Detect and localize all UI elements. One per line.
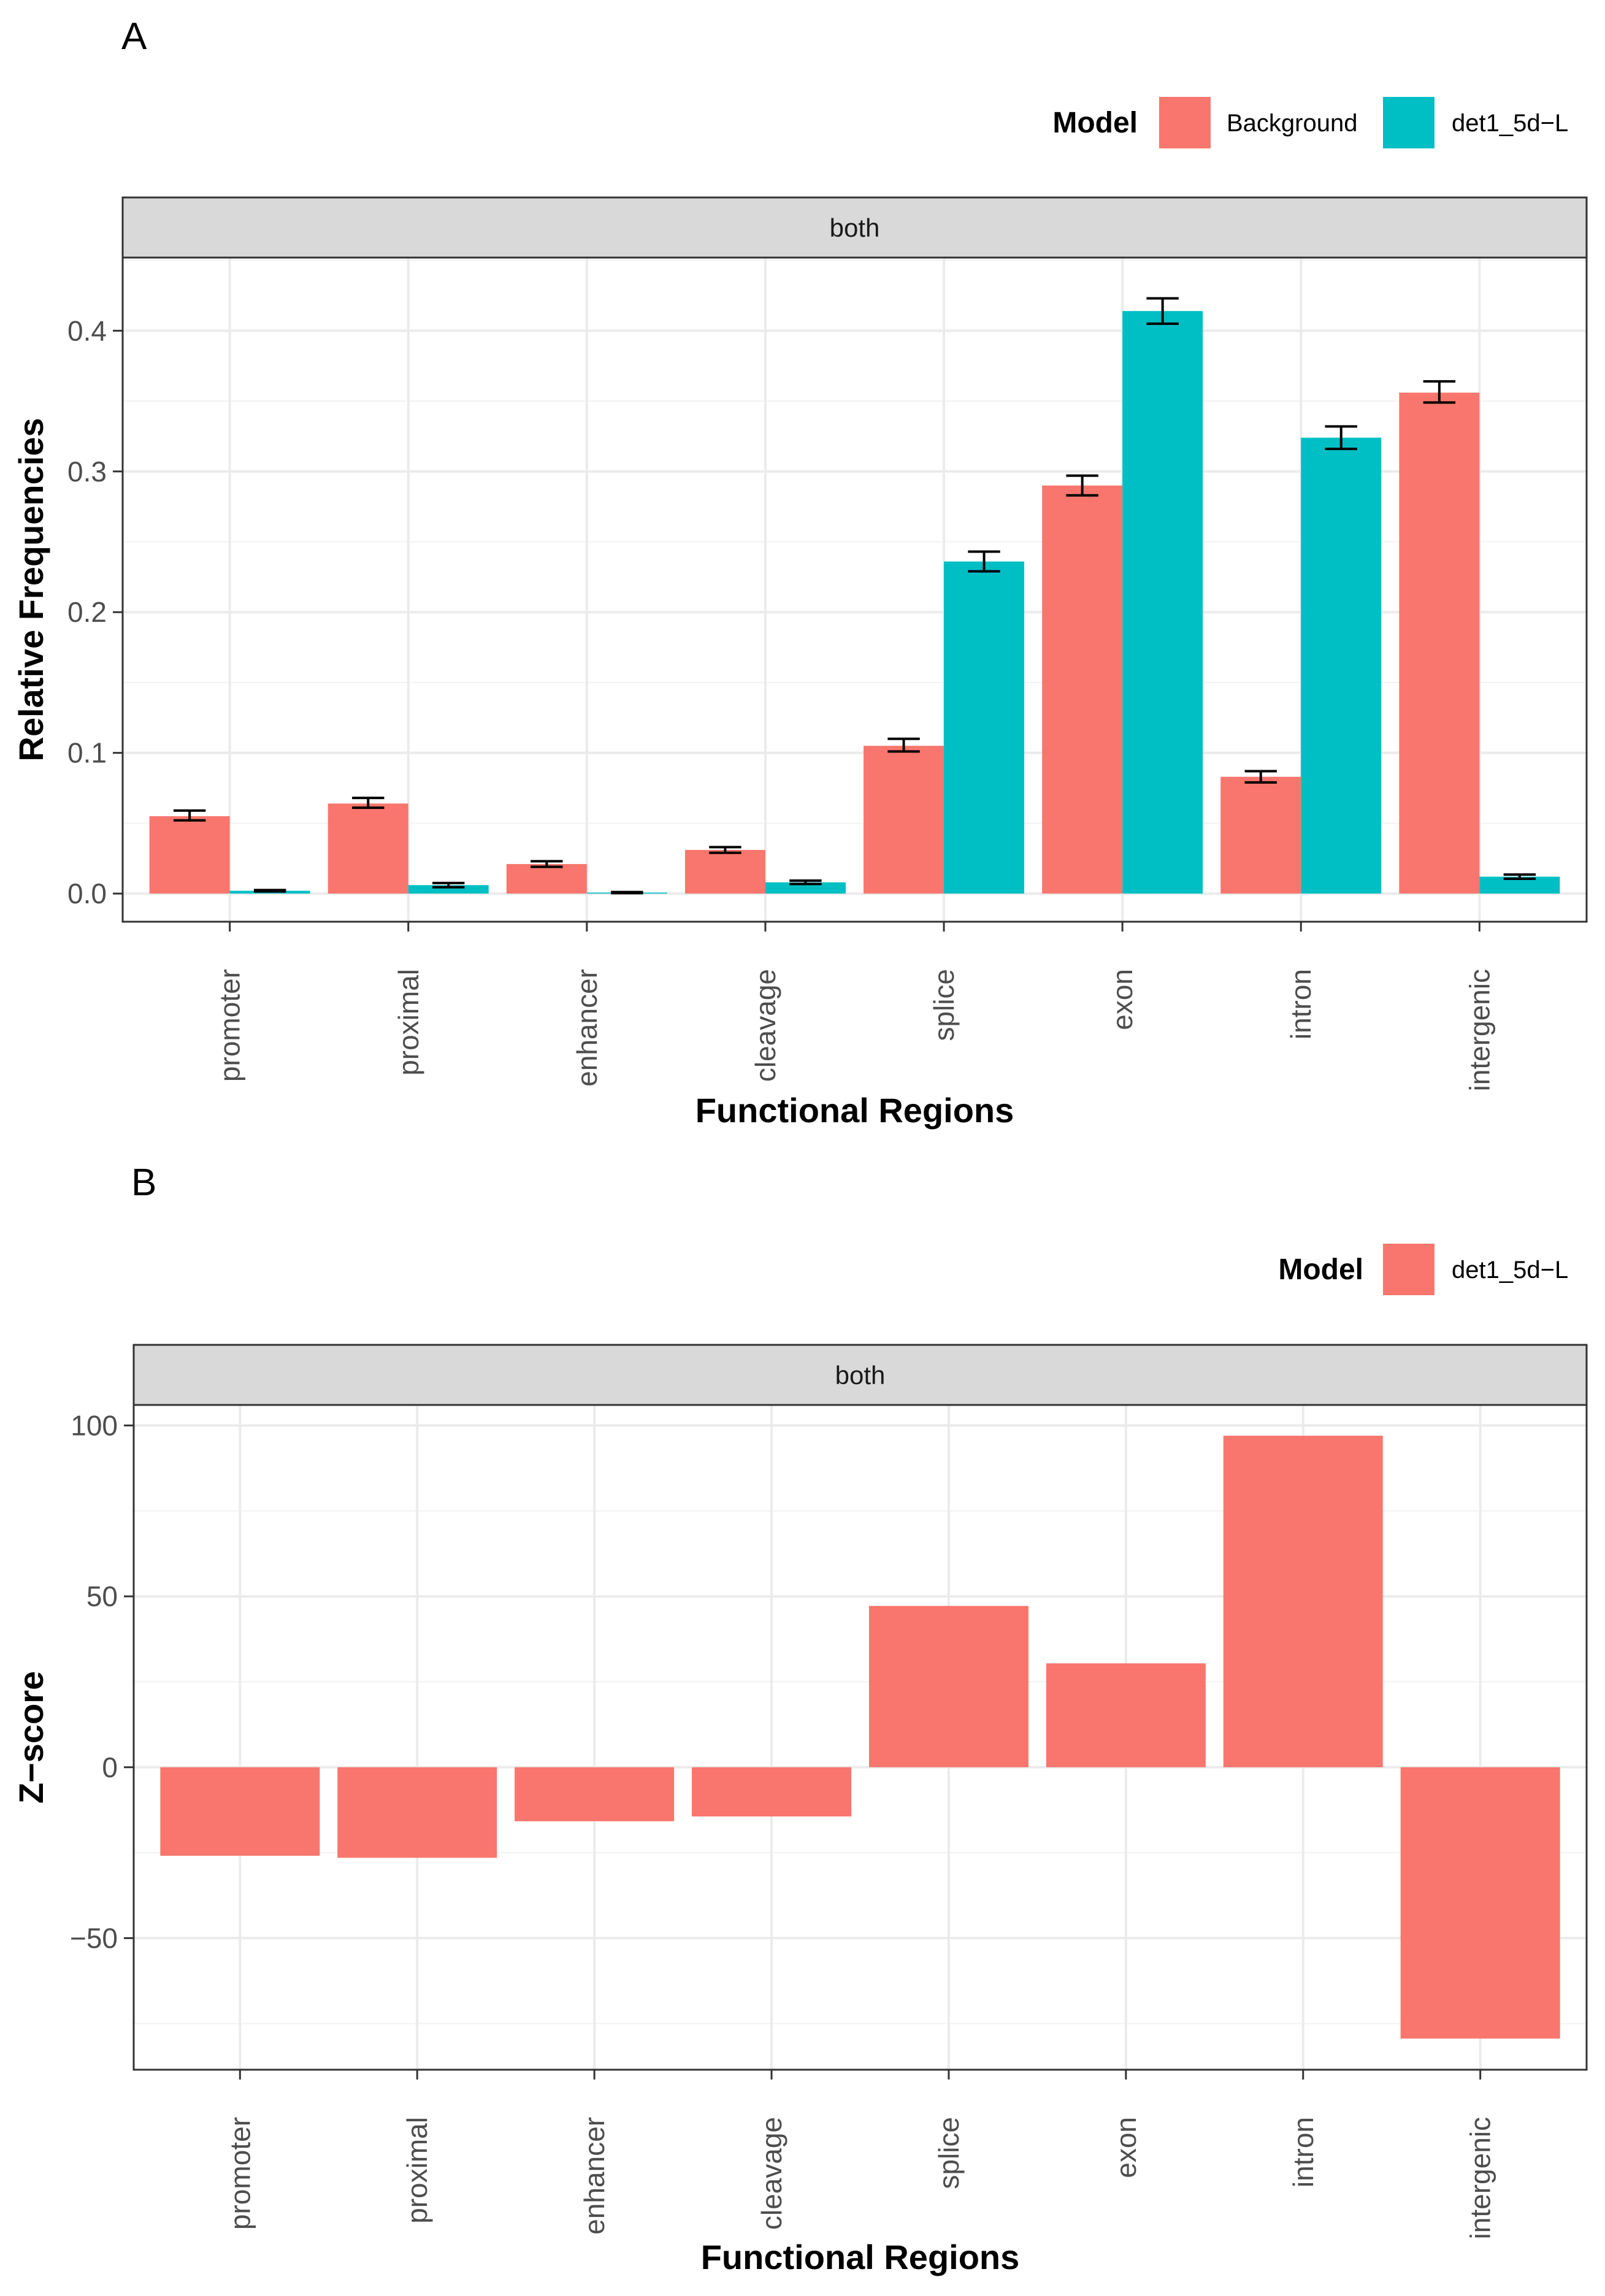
bar-exon-s1 — [1042, 485, 1123, 894]
x-tick-label-promoter: promoter — [224, 2117, 256, 2230]
error-bar-promoter-s2 — [253, 889, 286, 893]
error-bar-exon-s1 — [1066, 474, 1098, 497]
legend-key — [1383, 97, 1435, 148]
bar-proximal-s1 — [328, 803, 408, 894]
x-tick-label-promoter: promoter — [214, 969, 246, 1082]
error-bar-intergenic-s1 — [1423, 380, 1456, 404]
panel-label: A — [121, 15, 147, 58]
legend-title: Model — [1278, 1253, 1363, 1286]
legend-key — [1383, 1244, 1435, 1295]
legend-label: det1_5d−L — [1452, 110, 1568, 137]
x-axis-title: Functional Regions — [695, 1091, 1014, 1130]
y-tick-label: 0.1 — [67, 737, 107, 769]
error-bar-intron-s1 — [1244, 770, 1277, 784]
legend-key — [1159, 97, 1211, 148]
y-axis-title: Z−score — [12, 1671, 50, 1804]
x-tick-label-intergenic: intergenic — [1463, 969, 1495, 1091]
y-tick-label: 100 — [71, 1409, 118, 1441]
x-axis: promoter proximal enhancer cleavage splice ex… — [224, 2070, 1496, 2239]
error-bar-enhancer-s1 — [531, 860, 563, 868]
bar-proximal-s1 — [337, 1767, 497, 1858]
facet-strip — [121, 196, 1588, 259]
error-bar-splice-s1 — [887, 737, 920, 753]
error-bar-intergenic-s2 — [1503, 873, 1536, 881]
error-bar-enhancer-s2 — [611, 890, 643, 895]
bar-intron-s1 — [1223, 1436, 1383, 1767]
bars — [160, 1436, 1560, 2039]
x-tick-label-splice: splice — [928, 969, 960, 1041]
bar-enhancer-s1 — [506, 863, 587, 894]
bar-intergenic-s1 — [1400, 1767, 1560, 2039]
y-tick-label: 0.2 — [67, 596, 107, 628]
x-tick-label-splice: splice — [933, 2117, 965, 2189]
facet-label: both — [835, 1361, 886, 1390]
y-tick-label: 0 — [102, 1751, 118, 1783]
error-bar-cleavage-s2 — [789, 879, 822, 886]
x-tick-label-exon: exon — [1110, 2117, 1142, 2178]
x-tick-label-proximal: proximal — [401, 2117, 433, 2224]
facet-label: both — [830, 213, 880, 242]
error-bar-proximal-s1 — [352, 797, 385, 809]
x-tick-label-enhancer: enhancer — [571, 969, 603, 1087]
x-axis: promoter proximal enhancer cleavage splice ex… — [214, 922, 1495, 1091]
error-bars — [173, 297, 1536, 895]
error-bar-intron-s2 — [1325, 425, 1357, 451]
x-tick-label-cleavage: cleavage — [749, 969, 781, 1082]
legend-label: det1_5d−L — [1452, 1257, 1568, 1284]
legend-title: Model — [1052, 107, 1138, 139]
bar-cleavage-s2 — [765, 882, 846, 894]
bar-intron-s1 — [1220, 776, 1301, 894]
y-tick-label: 0.4 — [67, 315, 107, 346]
x-tick-label-intron: intron — [1285, 969, 1317, 1039]
bar-splice-s1 — [864, 746, 944, 894]
legend: Model det1_5d−L — [1278, 1244, 1568, 1295]
bar-intergenic-s1 — [1399, 392, 1480, 894]
bar-promoter-s1 — [160, 1767, 320, 1856]
y-tick-label: 50 — [86, 1580, 118, 1612]
bar-splice-s1 — [868, 1605, 1029, 1767]
legend-label: Background — [1227, 110, 1357, 137]
facet-strip — [132, 1344, 1588, 1406]
bar-proximal-s2 — [408, 885, 489, 894]
bar-cleavage-s1 — [684, 849, 765, 894]
error-bar-promoter-s1 — [173, 809, 206, 822]
x-tick-label-cleavage: cleavage — [756, 2117, 787, 2230]
x-tick-label-intergenic: intergenic — [1465, 2117, 1496, 2239]
bar-enhancer-s1 — [515, 1767, 675, 1821]
bar-exon-s1 — [1046, 1663, 1206, 1767]
x-axis-title: Functional Regions — [701, 2238, 1020, 2276]
y-tick-label: 0.3 — [67, 456, 107, 488]
y-tick-label: −50 — [70, 1922, 118, 1954]
panel-label: B — [131, 1161, 156, 1204]
y-axis: 0.0 0.1 0.2 0.3 0.4 — [67, 315, 123, 909]
y-axis: −50 0 50 100 — [70, 1409, 134, 1954]
y-axis-title: Relative Frequencies — [12, 418, 50, 761]
x-tick-label-exon: exon — [1106, 969, 1138, 1030]
panel-border — [121, 256, 1588, 923]
error-bar-proximal-s2 — [432, 881, 465, 889]
bar-splice-s2 — [944, 561, 1025, 894]
x-tick-label-enhancer: enhancer — [578, 2117, 610, 2235]
error-bar-splice-s2 — [968, 550, 1000, 573]
legend: Model Background det1_5d−L — [1052, 97, 1568, 148]
bar-exon-s2 — [1122, 311, 1203, 894]
bars — [149, 311, 1560, 894]
x-tick-label-intron: intron — [1287, 2117, 1319, 2187]
error-bar-exon-s2 — [1146, 297, 1179, 325]
panel-border — [132, 1404, 1588, 2071]
error-bar-cleavage-s1 — [709, 846, 741, 854]
bar-cleavage-s1 — [692, 1767, 852, 1817]
x-tick-label-proximal: proximal — [393, 969, 424, 1076]
bar-promoter-s1 — [149, 816, 230, 894]
y-tick-label: 0.0 — [67, 878, 107, 909]
bar-intron-s2 — [1301, 437, 1382, 894]
